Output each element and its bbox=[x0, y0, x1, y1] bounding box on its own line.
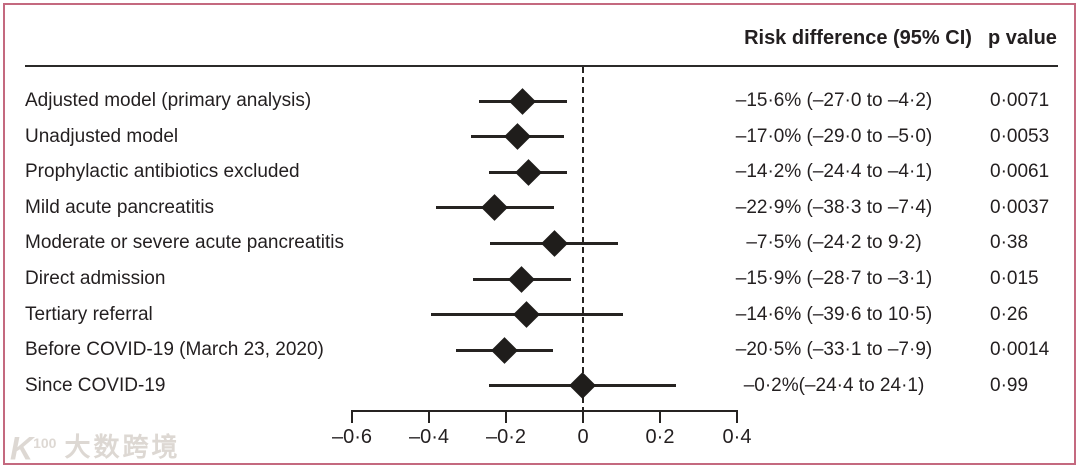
watermark-brand-text: 大数跨境 bbox=[64, 432, 181, 463]
p-value: 0·015 bbox=[990, 268, 1039, 289]
x-axis-tick bbox=[659, 410, 661, 423]
row-label: Adjusted model (primary analysis) bbox=[25, 90, 312, 111]
p-value: 0·38 bbox=[990, 232, 1029, 254]
risk-difference-value: –20·5% (–33·1 to –7·9) bbox=[735, 339, 933, 361]
p-value: 0·99 bbox=[990, 374, 1029, 396]
p-value: 0·26 bbox=[990, 303, 1029, 325]
risk-difference-value: –7·5% (–24·2 to 9·2) bbox=[746, 232, 922, 254]
x-axis-tick bbox=[582, 410, 584, 423]
p-value: 0·0053 bbox=[990, 125, 1050, 147]
column-header-risk-difference: Risk difference (95% CI) bbox=[744, 27, 972, 49]
p-value: 0·0061 bbox=[990, 161, 1050, 183]
risk-difference-value: –14·6% (–39·6 to 10·5) bbox=[735, 303, 933, 325]
risk-difference-value: –15·6% (–27·0 to –4·2) bbox=[735, 90, 933, 111]
x-axis-line bbox=[352, 410, 737, 412]
row-label: Direct admission bbox=[25, 268, 166, 289]
estimate-diamond-marker bbox=[504, 123, 531, 151]
p-value: 0·0014 bbox=[990, 339, 1050, 361]
estimate-diamond-marker bbox=[540, 229, 568, 257]
x-axis-tick-label: 0·2 bbox=[645, 426, 675, 448]
p-value: 0·0037 bbox=[990, 196, 1050, 218]
estimate-diamond-marker bbox=[568, 372, 596, 400]
row-label: Before COVID-19 (March 23, 2020) bbox=[25, 339, 324, 361]
row-label: Since COVID-19 bbox=[25, 374, 166, 396]
x-axis-tick-label: –0·6 bbox=[331, 426, 373, 448]
risk-difference-value: –22·9% (–38·3 to –7·4) bbox=[735, 196, 933, 218]
column-header-p-value: p value bbox=[988, 27, 1057, 49]
risk-difference-value: –17·0% (–29·0 to –5·0) bbox=[735, 125, 933, 147]
estimate-diamond-marker bbox=[490, 336, 518, 364]
x-axis-tick bbox=[505, 410, 507, 423]
estimate-diamond-marker bbox=[481, 194, 509, 222]
x-axis-tick bbox=[351, 410, 353, 423]
x-axis-tick bbox=[736, 410, 738, 423]
brand-logo-icon: K100 bbox=[10, 430, 57, 467]
row-label: Prophylactic antibiotics excluded bbox=[25, 161, 300, 183]
x-axis-tick-label: 0·4 bbox=[722, 426, 752, 448]
estimate-diamond-marker bbox=[513, 301, 541, 329]
zero-reference-line bbox=[582, 67, 584, 410]
estimate-diamond-marker bbox=[514, 158, 542, 186]
estimate-diamond-marker bbox=[508, 265, 536, 293]
x-axis-tick-label: 0 bbox=[577, 426, 589, 448]
x-axis-tick-label: –0·4 bbox=[408, 426, 450, 448]
row-label: Mild acute pancreatitis bbox=[25, 196, 215, 218]
p-value: 0·0071 bbox=[990, 90, 1050, 111]
row-label: Tertiary referral bbox=[25, 303, 153, 325]
estimate-diamond-marker bbox=[509, 87, 537, 115]
risk-difference-value: –15·9% (–28·7 to –3·1) bbox=[735, 268, 933, 289]
watermark: K100 大数跨境 bbox=[10, 427, 181, 467]
header-divider-line bbox=[25, 65, 1058, 67]
risk-difference-value: –14·2% (–24·4 to –4·1) bbox=[735, 161, 933, 183]
x-axis-tick-label: –0·2 bbox=[485, 426, 527, 448]
risk-difference-value: –0·2%(–24·4 to 24·1) bbox=[743, 374, 925, 396]
row-label: Moderate or severe acute pancreatitis bbox=[25, 232, 344, 254]
row-label: Unadjusted model bbox=[25, 125, 179, 147]
x-axis-tick bbox=[428, 410, 430, 423]
